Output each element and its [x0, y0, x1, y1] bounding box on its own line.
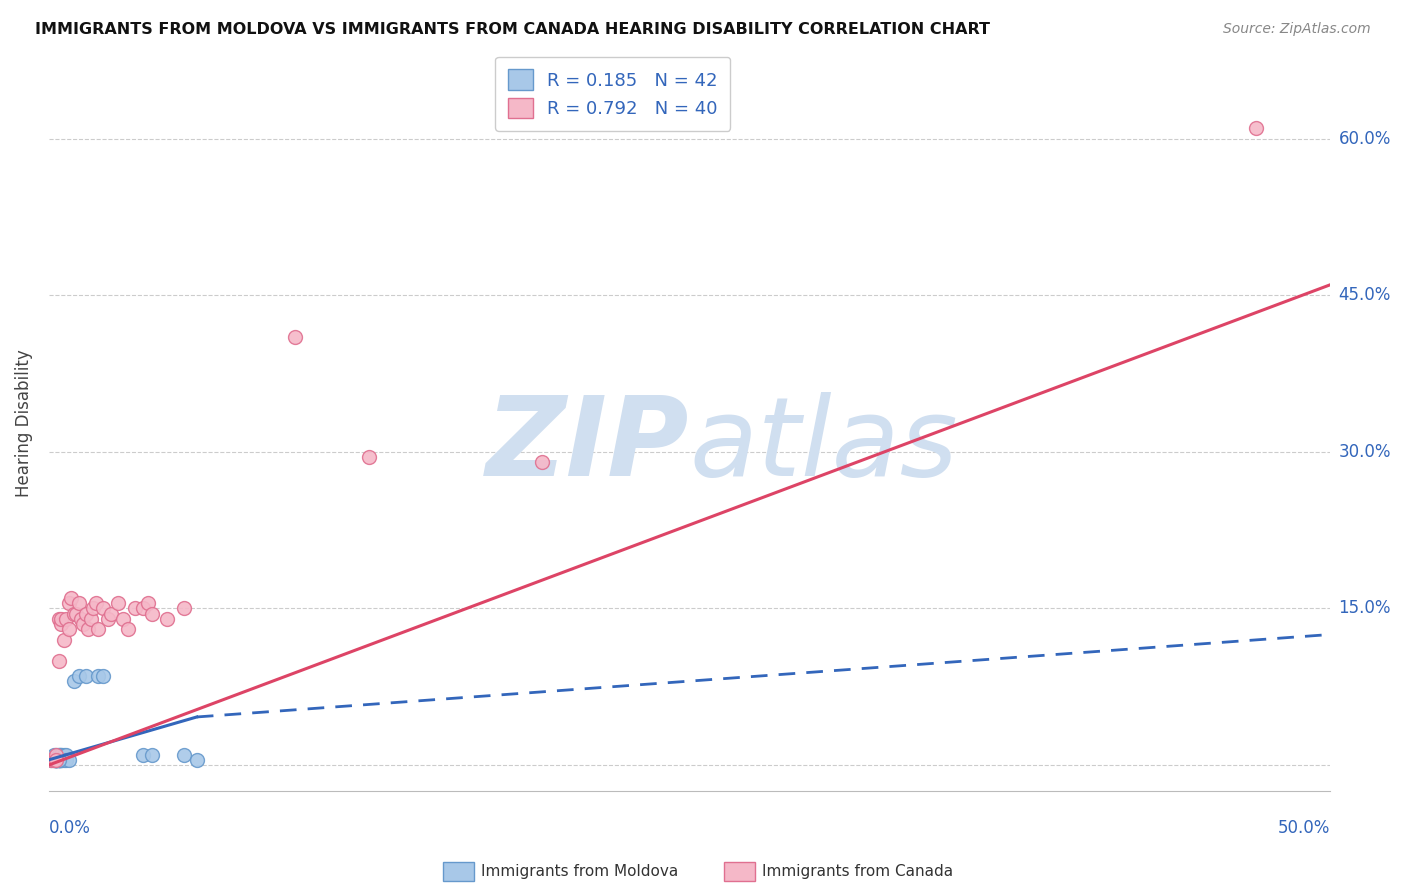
Point: [45, 747, 67, 762]
Point: [111, 612, 134, 626]
Text: 15.0%: 15.0%: [1339, 599, 1391, 617]
Point: [97, 612, 120, 626]
Point: [284, 330, 307, 344]
Point: [136, 596, 159, 610]
Point: [48, 747, 70, 762]
Point: [65, 607, 87, 621]
Point: [60, 591, 83, 605]
Point: [51, 747, 73, 762]
Legend: R = 0.185   N = 42, R = 0.792   N = 40: R = 0.185 N = 42, R = 0.792 N = 40: [495, 57, 731, 131]
Point: [45, 753, 67, 767]
Point: [131, 601, 153, 615]
Point: [48, 612, 70, 626]
Text: Immigrants from Canada: Immigrants from Canada: [762, 864, 953, 879]
Point: [48, 753, 70, 767]
Point: [91, 601, 114, 615]
Point: [45, 753, 67, 767]
Text: IMMIGRANTS FROM MOLDOVA VS IMMIGRANTS FROM CANADA HEARING DISABILITY CORRELATION: IMMIGRANTS FROM MOLDOVA VS IMMIGRANTS FR…: [35, 22, 990, 37]
Point: [58, 622, 80, 636]
Point: [45, 753, 67, 767]
Point: [75, 607, 97, 621]
Point: [75, 669, 97, 683]
Point: [42, 753, 65, 767]
Text: Immigrants from Moldova: Immigrants from Moldova: [481, 864, 678, 879]
Point: [124, 601, 146, 615]
Text: atlas: atlas: [689, 392, 959, 499]
Text: 45.0%: 45.0%: [1339, 286, 1391, 304]
Point: [87, 669, 110, 683]
Point: [91, 669, 114, 683]
Point: [359, 450, 381, 464]
Point: [42, 753, 65, 767]
Point: [62, 607, 84, 621]
Point: [45, 753, 67, 767]
Point: [82, 601, 104, 615]
Point: [58, 596, 80, 610]
Point: [80, 612, 103, 626]
Point: [141, 607, 163, 621]
Point: [84, 596, 107, 610]
Point: [70, 612, 93, 626]
Y-axis label: Hearing Disability: Hearing Disability: [15, 350, 32, 497]
Point: [173, 747, 195, 762]
Point: [51, 753, 73, 767]
Point: [186, 753, 208, 767]
Text: 50.0%: 50.0%: [1278, 819, 1330, 837]
Point: [41, 753, 63, 767]
Point: [51, 617, 73, 632]
Point: [87, 622, 110, 636]
Point: [141, 747, 163, 762]
Point: [45, 753, 67, 767]
Text: Source: ZipAtlas.com: Source: ZipAtlas.com: [1223, 22, 1371, 37]
Point: [48, 753, 70, 767]
Point: [45, 747, 67, 762]
Point: [100, 607, 122, 621]
Text: 0.0%: 0.0%: [49, 819, 91, 837]
Point: [48, 753, 70, 767]
Point: [48, 747, 70, 762]
Point: [72, 617, 94, 632]
Point: [55, 612, 77, 626]
Point: [48, 654, 70, 668]
Point: [45, 753, 67, 767]
Point: [48, 753, 70, 767]
Point: [530, 455, 553, 469]
Point: [51, 753, 73, 767]
Point: [131, 747, 153, 762]
Text: 30.0%: 30.0%: [1339, 442, 1391, 461]
Point: [51, 612, 73, 626]
Point: [67, 669, 90, 683]
Point: [51, 753, 73, 767]
Point: [45, 753, 67, 767]
Point: [67, 596, 90, 610]
Point: [48, 753, 70, 767]
Point: [1244, 121, 1267, 136]
Point: [62, 674, 84, 689]
Point: [156, 612, 179, 626]
Point: [55, 747, 77, 762]
Point: [45, 753, 67, 767]
Point: [45, 753, 67, 767]
Point: [48, 753, 70, 767]
Point: [117, 622, 139, 636]
Point: [52, 747, 75, 762]
Point: [107, 596, 129, 610]
Text: ZIP: ZIP: [486, 392, 689, 499]
Point: [55, 753, 77, 767]
Point: [42, 753, 65, 767]
Point: [45, 753, 67, 767]
Point: [41, 753, 63, 767]
Text: 60.0%: 60.0%: [1339, 129, 1391, 148]
Point: [173, 601, 195, 615]
Point: [45, 753, 67, 767]
Point: [58, 753, 80, 767]
Point: [52, 632, 75, 647]
Point: [42, 747, 65, 762]
Point: [77, 622, 100, 636]
Point: [52, 753, 75, 767]
Point: [51, 747, 73, 762]
